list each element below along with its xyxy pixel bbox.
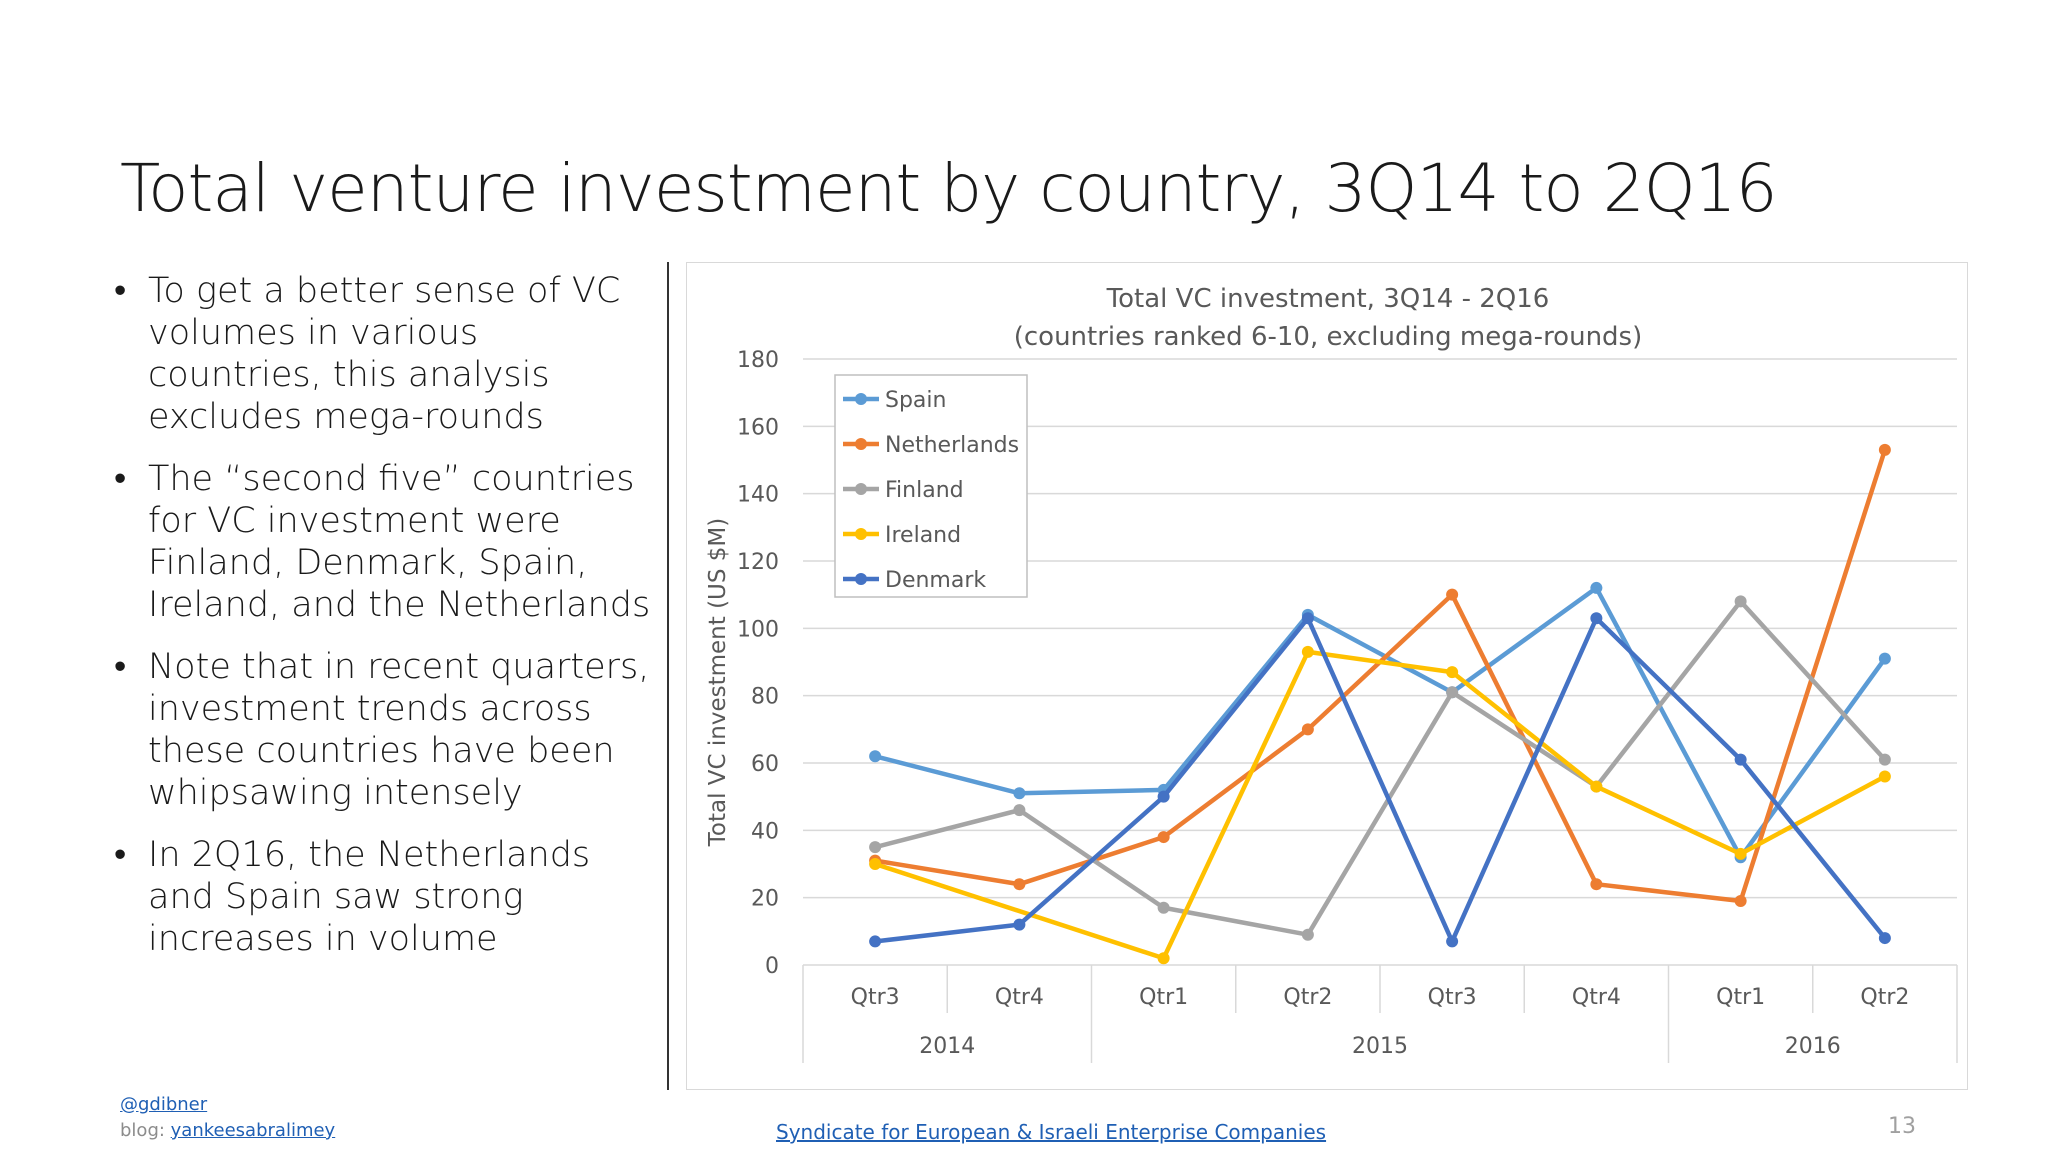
chart-title: Total VC investment, 3Q14 - 2Q16 — [1106, 284, 1550, 314]
legend-marker-netherlands — [855, 438, 867, 450]
data-point-ireland — [1301, 645, 1314, 658]
column-divider — [667, 262, 669, 1090]
legend-label-denmark: Denmark — [885, 568, 986, 593]
data-point-denmark — [1734, 753, 1747, 766]
bullet-item: The “second five” countries for VC inves… — [112, 458, 652, 626]
data-point-spain — [1590, 581, 1603, 594]
data-point-spain — [1878, 652, 1891, 665]
chart-subtitle: (countries ranked 6-10, excluding mega-r… — [1014, 322, 1643, 352]
series-line-ireland — [872, 649, 1888, 961]
y-tick-label: 60 — [751, 752, 779, 777]
chart-frame: Total VC investment, 3Q14 - 2Q16 (countr… — [686, 262, 1968, 1090]
bullet-list: To get a better sense of VC volumes in v… — [112, 270, 652, 980]
blog-line: blog: yankeesabralimey — [120, 1120, 335, 1141]
data-point-spain — [869, 750, 882, 763]
data-point-netherlands — [1157, 831, 1170, 844]
data-point-netherlands — [1590, 878, 1603, 891]
data-point-denmark — [869, 935, 882, 948]
data-point-denmark — [1301, 612, 1314, 625]
data-point-netherlands — [1301, 723, 1314, 736]
data-point-ireland — [1878, 770, 1891, 783]
data-point-finland — [869, 841, 882, 854]
y-tick-label: 160 — [737, 415, 779, 440]
data-point-denmark — [1446, 935, 1459, 948]
y-tick-label: 100 — [737, 617, 779, 642]
data-point-finland — [1157, 901, 1170, 914]
series-line-denmark — [872, 615, 1888, 944]
data-point-finland — [1734, 595, 1747, 608]
y-tick-label: 120 — [737, 550, 779, 575]
twitter-handle-link[interactable]: @gdibner — [120, 1094, 208, 1115]
data-point-denmark — [1013, 918, 1026, 931]
x-tick-label: Qtr1 — [1139, 985, 1188, 1010]
legend-marker-ireland — [855, 528, 867, 540]
legend-label-netherlands: Netherlands — [885, 433, 1019, 458]
x-tick-label: Qtr1 — [1716, 985, 1765, 1010]
data-point-ireland — [869, 858, 882, 870]
page-number: 13 — [1888, 1114, 1916, 1139]
y-tick-label: 40 — [751, 819, 779, 844]
slide-title: Total venture investment by country, 3Q1… — [120, 150, 1778, 227]
x-group-label: 2016 — [1785, 1034, 1841, 1059]
data-point-ireland — [1157, 952, 1170, 965]
line-chart: Total VC investment, 3Q14 - 2Q16 (countr… — [705, 284, 1958, 1063]
data-point-denmark — [1878, 932, 1891, 945]
legend-box — [834, 374, 1028, 598]
y-tick-label: 20 — [751, 887, 779, 912]
data-point-finland — [1878, 753, 1891, 766]
y-tick-label: 180 — [737, 348, 779, 373]
bullet-item: To get a better sense of VC volumes in v… — [112, 270, 652, 438]
data-point-netherlands — [1013, 878, 1026, 891]
y-tick-label: 0 — [765, 954, 779, 979]
legend-marker-denmark — [855, 573, 867, 585]
x-group-label: 2014 — [919, 1034, 975, 1059]
data-point-finland — [1301, 928, 1314, 941]
data-point-finland — [1446, 686, 1459, 699]
blog-link[interactable]: yankeesabralimey — [170, 1120, 336, 1141]
data-point-spain — [1013, 787, 1026, 800]
x-tick-label: Qtr4 — [995, 985, 1044, 1010]
x-tick-label: Qtr4 — [1572, 985, 1621, 1010]
legend-label-ireland: Ireland — [885, 523, 961, 548]
x-tick-label: Qtr2 — [1283, 985, 1332, 1010]
data-point-finland — [1013, 804, 1026, 817]
x-tick-label: Qtr3 — [851, 985, 900, 1010]
x-tick-label: Qtr2 — [1860, 985, 1909, 1010]
legend-marker-spain — [855, 393, 867, 405]
legend-label-spain: Spain — [885, 388, 946, 413]
data-point-netherlands — [1446, 588, 1459, 601]
x-tick-label: Qtr3 — [1428, 985, 1477, 1010]
legend-label-finland: Finland — [885, 478, 964, 503]
y-axis-label: Total VC investment (US $M) — [705, 518, 731, 848]
bullet-item: In 2Q16, the Netherlands and Spain saw s… — [112, 834, 652, 960]
blog-label: blog: — [120, 1120, 171, 1141]
bullet-item: Note that in recent quarters, investment… — [112, 646, 652, 814]
data-point-denmark — [1590, 612, 1603, 625]
x-group-label: 2015 — [1352, 1034, 1408, 1059]
legend-marker-finland — [855, 483, 867, 495]
data-point-denmark — [1157, 790, 1170, 803]
data-point-ireland — [1734, 847, 1747, 860]
data-point-netherlands — [1734, 895, 1747, 908]
data-point-ireland — [1446, 666, 1459, 679]
series-line-spain — [872, 585, 1888, 860]
y-tick-label: 140 — [737, 483, 779, 508]
y-tick-label: 80 — [751, 685, 779, 710]
organization-link[interactable]: Syndicate for European & Israeli Enterpr… — [776, 1120, 1327, 1144]
data-point-netherlands — [1878, 443, 1891, 456]
series-line-finland — [872, 599, 1888, 937]
data-point-ireland — [1590, 780, 1603, 793]
